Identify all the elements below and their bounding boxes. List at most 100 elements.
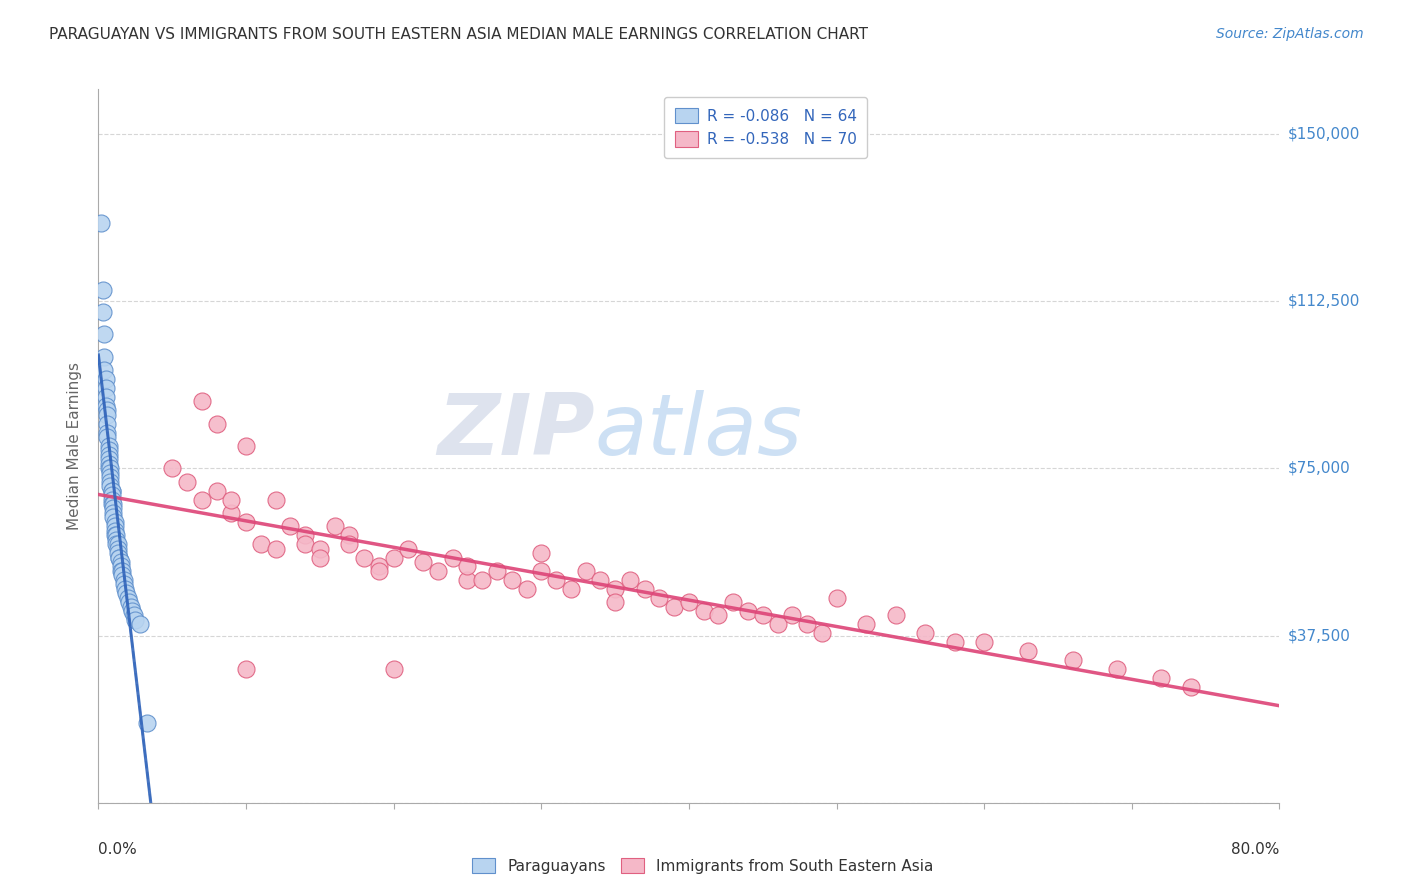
- Point: [96, 408, 118, 422]
- Point: [589, 573, 612, 587]
- Point: [619, 573, 641, 587]
- Point: [973, 635, 995, 649]
- Point: [94, 372, 117, 386]
- Point: [398, 541, 420, 556]
- Legend: R = -0.086   N = 64, R = -0.538   N = 70: R = -0.086 N = 64, R = -0.538 N = 70: [664, 97, 868, 158]
- Point: [1107, 662, 1129, 676]
- Point: [103, 501, 125, 516]
- Point: [471, 573, 494, 587]
- Point: [191, 394, 214, 409]
- Point: [368, 564, 391, 578]
- Point: [96, 425, 118, 440]
- Point: [264, 541, 287, 556]
- Point: [94, 399, 117, 413]
- Point: [100, 488, 122, 502]
- Point: [100, 483, 122, 498]
- Point: [97, 439, 120, 453]
- Point: [93, 327, 115, 342]
- Point: [124, 613, 146, 627]
- Point: [103, 497, 125, 511]
- Point: [105, 533, 128, 547]
- Point: [693, 604, 716, 618]
- Point: [115, 586, 138, 600]
- Point: [605, 595, 627, 609]
- Point: [122, 608, 145, 623]
- Point: [707, 608, 730, 623]
- Point: [264, 492, 287, 507]
- Point: [117, 591, 139, 605]
- Point: [100, 492, 122, 507]
- Point: [93, 363, 115, 377]
- Point: [1062, 653, 1084, 667]
- Point: [100, 497, 122, 511]
- Point: [94, 381, 117, 395]
- Point: [648, 591, 671, 605]
- Point: [191, 492, 214, 507]
- Point: [128, 617, 150, 632]
- Point: [98, 461, 121, 475]
- Point: [235, 515, 257, 529]
- Point: [501, 573, 523, 587]
- Point: [737, 604, 759, 618]
- Point: [100, 483, 122, 498]
- Text: PARAGUAYAN VS IMMIGRANTS FROM SOUTH EASTERN ASIA MEDIAN MALE EARNINGS CORRELATIO: PARAGUAYAN VS IMMIGRANTS FROM SOUTH EAST…: [49, 27, 869, 42]
- Point: [339, 528, 361, 542]
- Point: [368, 559, 391, 574]
- Point: [486, 564, 509, 578]
- Text: $37,500: $37,500: [1288, 628, 1351, 643]
- Point: [457, 559, 479, 574]
- Point: [94, 390, 117, 404]
- Point: [205, 417, 228, 431]
- Point: [96, 417, 118, 431]
- Point: [97, 457, 120, 471]
- Point: [221, 506, 243, 520]
- Point: [560, 582, 582, 596]
- Point: [104, 528, 127, 542]
- Point: [104, 519, 127, 533]
- Point: [280, 519, 302, 533]
- Point: [323, 519, 346, 533]
- Point: [634, 582, 657, 596]
- Point: [664, 599, 686, 614]
- Point: [1180, 680, 1202, 694]
- Point: [108, 550, 131, 565]
- Text: atlas: atlas: [595, 390, 803, 474]
- Point: [353, 550, 375, 565]
- Point: [97, 461, 120, 475]
- Legend: Paraguayans, Immigrants from South Eastern Asia: Paraguayans, Immigrants from South Easte…: [467, 852, 939, 880]
- Point: [382, 662, 405, 676]
- Point: [103, 506, 125, 520]
- Point: [782, 608, 804, 623]
- Y-axis label: Median Male Earnings: Median Male Earnings: [67, 362, 83, 530]
- Point: [112, 573, 135, 587]
- Point: [114, 582, 136, 596]
- Point: [104, 524, 127, 538]
- Point: [98, 475, 121, 489]
- Point: [118, 595, 141, 609]
- Point: [855, 617, 877, 632]
- Point: [546, 573, 568, 587]
- Point: [97, 452, 120, 467]
- Point: [120, 599, 142, 614]
- Point: [98, 470, 121, 484]
- Text: $150,000: $150,000: [1288, 127, 1360, 141]
- Point: [221, 492, 243, 507]
- Point: [309, 550, 332, 565]
- Point: [104, 515, 127, 529]
- Point: [235, 662, 257, 676]
- Point: [98, 466, 121, 480]
- Point: [605, 582, 627, 596]
- Point: [914, 626, 936, 640]
- Point: [111, 564, 134, 578]
- Point: [723, 595, 745, 609]
- Point: [235, 439, 257, 453]
- Point: [136, 715, 159, 730]
- Point: [97, 443, 120, 458]
- Point: [205, 483, 228, 498]
- Text: $75,000: $75,000: [1288, 461, 1351, 475]
- Point: [1018, 644, 1040, 658]
- Text: 0.0%: 0.0%: [98, 842, 138, 857]
- Point: [339, 537, 361, 551]
- Point: [441, 550, 464, 565]
- Point: [294, 537, 316, 551]
